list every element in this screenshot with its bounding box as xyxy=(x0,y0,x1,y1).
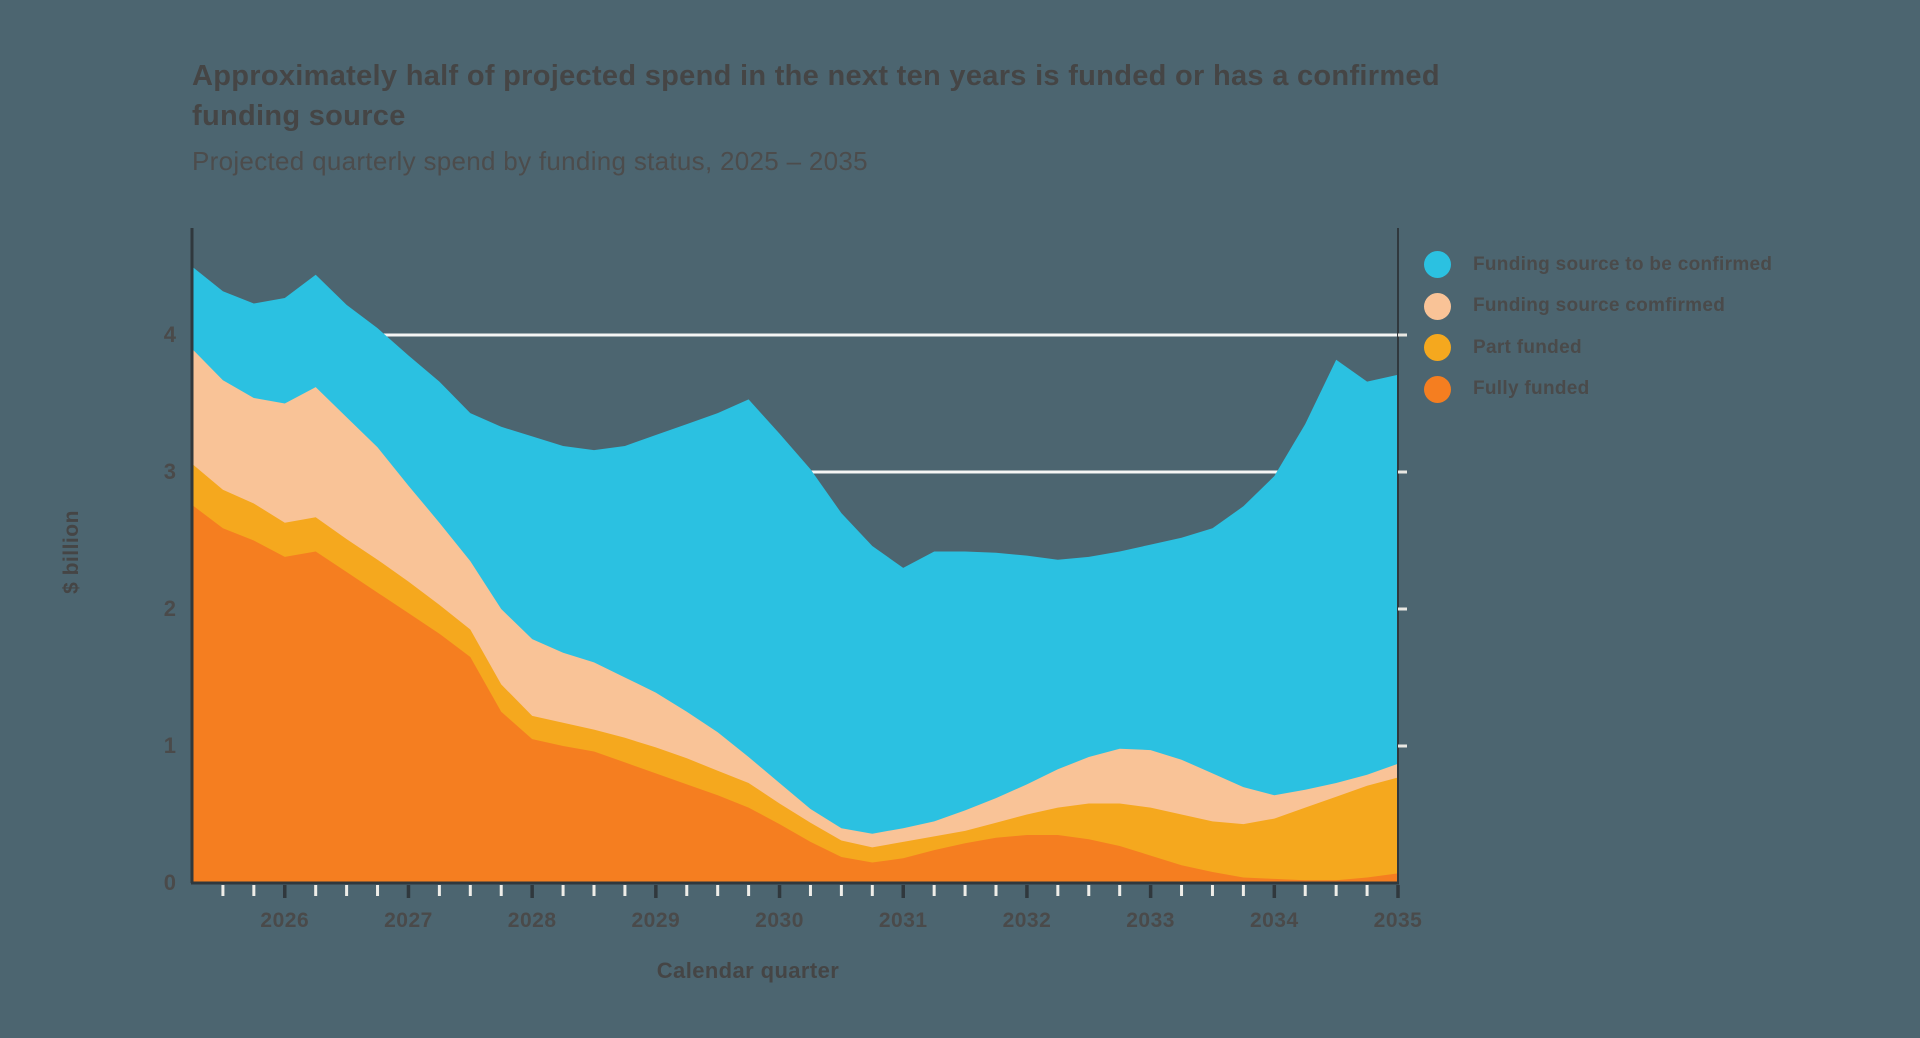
legend-swatch-tbc-icon xyxy=(1424,251,1451,279)
y-tick-label: 1 xyxy=(164,733,176,758)
x-tick-label: 2030 xyxy=(755,909,804,932)
legend-label-part-funded: Part funded xyxy=(1473,336,1582,358)
area-fully-funded xyxy=(192,504,1398,883)
x-tick-label: 2035 xyxy=(1374,909,1423,932)
x-tick-label: 2034 xyxy=(1250,909,1299,932)
x-ticks xyxy=(221,333,1407,898)
chart-title: Approximately half of projected spend in… xyxy=(192,56,1792,136)
x-tick-label: 2031 xyxy=(879,909,928,932)
legend-item-tbc: Funding source to be confirmed xyxy=(1424,244,1772,286)
x-tick-label: 2028 xyxy=(508,909,557,932)
y-tick-label: 3 xyxy=(164,459,176,484)
x-axis-title: Calendar quarter xyxy=(656,958,840,983)
x-tick-label: 2032 xyxy=(1003,909,1052,932)
legend-item-part-funded: Part funded xyxy=(1424,327,1772,369)
chart-title-line1: Approximately half of projected spend in… xyxy=(192,60,1440,92)
y-tick-label: 4 xyxy=(164,322,177,347)
x-tick-label: 2029 xyxy=(631,909,680,932)
legend-swatch-fully-funded-icon xyxy=(1424,375,1451,403)
legend-item-confirmed: Funding source comfirmed xyxy=(1424,286,1772,328)
legend-label-tbc: Funding source to be confirmed xyxy=(1473,253,1773,275)
chart-title-line2: funding source xyxy=(192,100,406,132)
legend-label-fully-funded: Fully funded xyxy=(1473,378,1590,400)
legend-label-confirmed: Funding source comfirmed xyxy=(1473,295,1726,317)
x-tick-label: 2027 xyxy=(384,909,433,932)
y-axis-title: $ billion xyxy=(60,510,83,594)
y-tick-label: 2 xyxy=(164,596,176,621)
x-tick-label: 2026 xyxy=(260,909,309,932)
legend-item-fully-funded: Fully funded xyxy=(1424,369,1772,411)
legend-swatch-confirmed-icon xyxy=(1424,292,1451,320)
x-tick-labels: 2026 2027 2028 2029 2030 2031 2032 2033 2034 2035 xyxy=(260,909,1423,932)
chart-subtitle: Projected quarterly spend by funding sta… xyxy=(192,146,868,176)
legend-swatch-part-funded-icon xyxy=(1424,334,1451,362)
x-tick-label: 2033 xyxy=(1126,909,1175,932)
legend: Funding source to be confirmed Funding s… xyxy=(1424,244,1772,410)
y-tick-labels: 0 1 2 3 4 xyxy=(164,322,177,895)
axes-lines xyxy=(190,228,1399,885)
stacked-areas xyxy=(192,266,1398,883)
y-tick-label: 0 xyxy=(164,870,176,895)
